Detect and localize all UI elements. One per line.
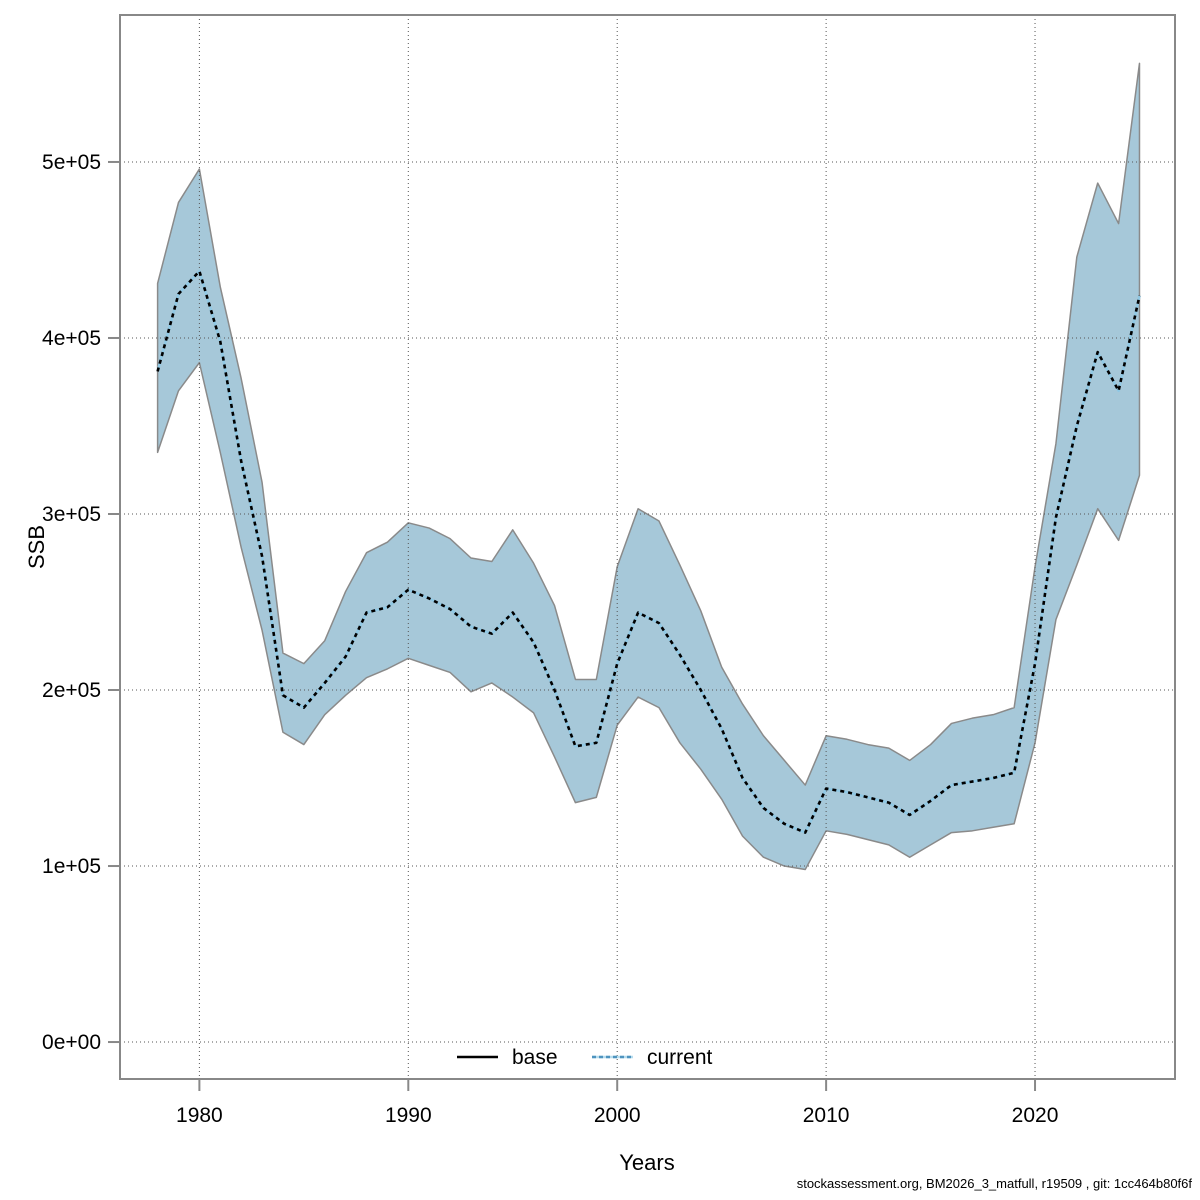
y-axis-label: SSB [24, 524, 49, 570]
confidence-band [156, 62, 1141, 871]
y-tick-label: 2e+05 [42, 679, 101, 702]
y-tick-label: 1e+05 [42, 855, 101, 878]
legend-base-label: base [512, 1046, 558, 1069]
axes: 1980 1990 2000 2010 2020 0e+00 1e+05 2e+05 3e+05… [42, 151, 1058, 1127]
current-median-line [156, 269, 1141, 834]
footer-attribution: stockassessment.org, BM2026_3_matfull, r… [796, 1176, 1192, 1191]
y-tick-label: 3e+05 [42, 503, 101, 526]
x-tick-label: 1990 [385, 1104, 432, 1127]
y-tick-label: 0e+00 [42, 1031, 101, 1054]
y-tick-label: 5e+05 [42, 151, 101, 174]
x-tick-label: 1980 [176, 1104, 223, 1127]
legend-current-label: current [647, 1046, 713, 1069]
y-tick-label: 4e+05 [42, 327, 101, 350]
x-tick-label: 2020 [1012, 1104, 1059, 1127]
x-tick-label: 2010 [803, 1104, 850, 1127]
x-tick-label: 2000 [594, 1104, 641, 1127]
gridlines [120, 15, 1175, 1079]
plot-border [119, 14, 1176, 1080]
x-axis-label: Years [619, 1150, 675, 1175]
legend: base current [457, 1046, 713, 1069]
